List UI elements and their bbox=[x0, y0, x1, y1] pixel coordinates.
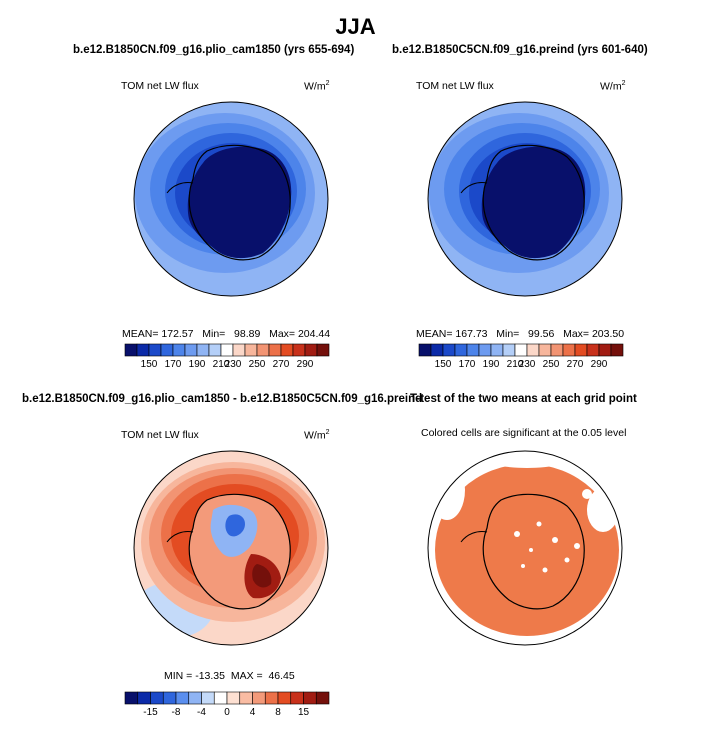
colorbar-tick-label: -15 bbox=[143, 707, 158, 718]
colorbar-swatch bbox=[226, 691, 241, 705]
panel2-units-label: W/m2 bbox=[600, 80, 626, 93]
colorbar-swatch bbox=[430, 343, 444, 357]
colorbar-swatch bbox=[244, 343, 258, 357]
colorbar-swatch bbox=[213, 691, 228, 705]
colorbar-swatch bbox=[454, 343, 468, 357]
colorbar-tick-label: 150 bbox=[141, 359, 158, 370]
colorbar-swatch bbox=[232, 343, 246, 357]
colorbar-swatch bbox=[124, 691, 139, 705]
colorbar-swatch bbox=[526, 343, 540, 357]
colorbar-swatch bbox=[478, 343, 492, 357]
colorbar-tick-label: 210 bbox=[213, 359, 230, 370]
colorbar-swatch bbox=[562, 343, 576, 357]
colorbar-swatch bbox=[586, 343, 600, 357]
colorbar-swatch bbox=[148, 343, 162, 357]
colorbar-swatch bbox=[220, 343, 234, 357]
colorbar-swatch bbox=[316, 343, 330, 357]
colorbar-swatch bbox=[175, 691, 190, 705]
colorbar-tick-label: 8 bbox=[275, 707, 281, 718]
colorbar-tick-label: 190 bbox=[483, 359, 500, 370]
colorbar-swatch bbox=[514, 343, 528, 357]
panel2-title: b.e12.B1850C5CN.f09_g16.preind (yrs 601-… bbox=[392, 44, 648, 56]
colorbar-swatch bbox=[466, 343, 480, 357]
colorbar-swatch bbox=[196, 343, 210, 357]
colorbar-tick-label: -8 bbox=[172, 707, 181, 718]
panel1-stats: MEAN= 172.57 Min= 98.89 Max= 204.44 bbox=[122, 328, 331, 340]
panel1-units-label: W/m2 bbox=[304, 80, 330, 93]
colorbar-swatch bbox=[136, 343, 150, 357]
colorbar-swatch bbox=[574, 343, 588, 357]
panel2-map bbox=[427, 101, 623, 297]
colorbar-tick-label: -4 bbox=[197, 707, 206, 718]
colorbar-swatch bbox=[442, 343, 456, 357]
colorbar-swatch bbox=[610, 343, 624, 357]
colorbar-swatch bbox=[137, 691, 151, 705]
panel4-subtitle: Colored cells are significant at the 0.0… bbox=[421, 427, 627, 439]
colorbar-swatch bbox=[252, 691, 266, 705]
colorbar-swatch bbox=[280, 343, 294, 357]
colorbar-tick-label: 210 bbox=[507, 359, 524, 370]
panel1-map bbox=[133, 101, 329, 297]
colorbar-swatch bbox=[239, 691, 253, 705]
colorbar-tick-label: 4 bbox=[250, 707, 256, 718]
colorbar-swatch bbox=[256, 343, 270, 357]
colorbar-swatch bbox=[172, 343, 186, 357]
colorbar-swatch bbox=[315, 691, 330, 705]
colorbar-swatch bbox=[188, 691, 202, 705]
colorbar-swatch bbox=[208, 343, 222, 357]
panel3-colorbar: -15 -8 -4 0 4 8 15 bbox=[124, 691, 330, 718]
colorbar-tick-label: 290 bbox=[591, 359, 608, 370]
colorbar-swatch bbox=[160, 343, 174, 357]
colorbar-swatch bbox=[150, 691, 164, 705]
colorbar-tick-label: 290 bbox=[297, 359, 314, 370]
colorbar-tick-label: 170 bbox=[165, 359, 182, 370]
colorbar-swatch bbox=[598, 343, 612, 357]
panel3-units-label: W/m2 bbox=[304, 429, 330, 442]
season-title: JJA bbox=[335, 14, 376, 39]
colorbar-tick-label: 170 bbox=[459, 359, 476, 370]
colorbar-swatch bbox=[184, 343, 198, 357]
colorbar-swatch bbox=[268, 343, 282, 357]
colorbar-swatch bbox=[290, 691, 304, 705]
colorbar-tick-label: 190 bbox=[189, 359, 206, 370]
panel3-map bbox=[133, 450, 329, 646]
colorbar-swatch bbox=[201, 691, 215, 705]
colorbar-swatch bbox=[490, 343, 504, 357]
colorbar-swatch bbox=[277, 691, 292, 705]
colorbar-tick-label: 0 bbox=[224, 707, 230, 718]
panel2-variable-label: TOM net LW flux bbox=[416, 80, 494, 92]
colorbar-tick-label: 250 bbox=[249, 359, 266, 370]
colorbar-swatch bbox=[303, 691, 317, 705]
panel3-title: b.e12.B1850CN.f09_g16.plio_cam1850 - b.e… bbox=[22, 393, 423, 405]
colorbar-tick-label: 15 bbox=[298, 707, 310, 718]
colorbar-tick-label: 250 bbox=[543, 359, 560, 370]
panel2-stats: MEAN= 167.73 Min= 99.56 Max= 203.50 bbox=[416, 328, 625, 340]
colorbar-swatch bbox=[304, 343, 318, 357]
panel4-map bbox=[427, 450, 623, 646]
colorbar-swatch bbox=[418, 343, 432, 357]
colorbar-swatch bbox=[550, 343, 564, 357]
colorbar-tick-label: 230 bbox=[225, 359, 242, 370]
colorbar-swatch bbox=[538, 343, 552, 357]
colorbar-swatch bbox=[264, 691, 279, 705]
colorbar-swatch bbox=[502, 343, 516, 357]
colorbar-tick-label: 230 bbox=[519, 359, 536, 370]
colorbar-swatch bbox=[124, 343, 138, 357]
colorbar-swatch bbox=[292, 343, 306, 357]
panel4-title: T-test of the two means at each grid poi… bbox=[410, 393, 637, 405]
colorbar-tick-label: 270 bbox=[273, 359, 290, 370]
colorbar-tick-label: 150 bbox=[435, 359, 452, 370]
panel1-variable-label: TOM net LW flux bbox=[121, 80, 199, 92]
colorbar-swatch bbox=[162, 691, 177, 705]
panel1-title: b.e12.B1850CN.f09_g16.plio_cam1850 (yrs … bbox=[73, 44, 355, 56]
panel3-stats: MIN = -13.35 MAX = 46.45 bbox=[164, 670, 295, 682]
panel3-variable-label: TOM net LW flux bbox=[121, 429, 199, 441]
colorbar-tick-label: 270 bbox=[567, 359, 584, 370]
